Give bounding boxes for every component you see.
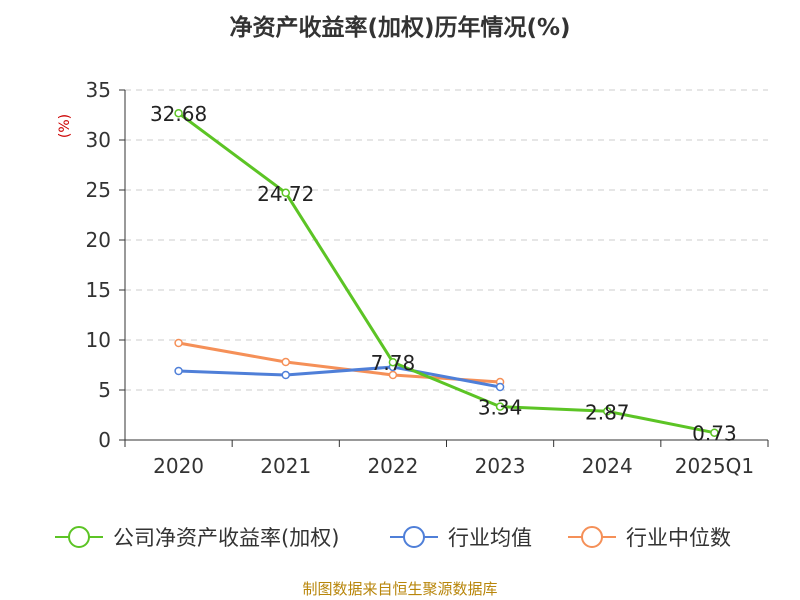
data-point-series-0 (174, 108, 183, 118)
data-point-series-2 (281, 357, 290, 367)
legend-marker (403, 526, 425, 548)
data-point-series-1 (495, 382, 505, 392)
data-point-series-0 (603, 407, 612, 416)
legend-label: 公司净资产收益率(加权) (113, 526, 339, 550)
legend-marker (68, 526, 90, 548)
y-tick-label: 0 (98, 428, 111, 452)
series-line-0 (177, 111, 715, 435)
data-label: 3.34 (478, 396, 523, 420)
legend-label: 行业均值 (448, 526, 532, 550)
data-point-series-2 (388, 370, 398, 380)
data-label: 2.87 (585, 400, 630, 424)
y-tick-label: 10 (86, 328, 111, 352)
legend-label: 行业中位数 (626, 526, 731, 550)
x-tick-label: 2021 (260, 454, 311, 478)
y-axis-label: (%) (57, 114, 73, 138)
y-tick-label: 20 (86, 228, 111, 252)
data-point-series-0 (710, 428, 719, 437)
y-tick-label: 15 (86, 278, 111, 302)
x-tick-label: 2024 (582, 454, 633, 478)
x-tick-label: 2025Q1 (675, 454, 754, 478)
x-tick-label: 2022 (367, 454, 418, 478)
y-tick-label: 30 (86, 128, 111, 152)
series-line-1 (178, 365, 501, 389)
y-tick-label: 25 (86, 178, 111, 202)
data-label: 7.78 (371, 351, 416, 375)
legend-marker (581, 526, 603, 548)
data-point-series-0 (388, 357, 398, 367)
footer-source: 制图数据来自恒生聚源数据库 (302, 580, 498, 598)
y-tick-label: 5 (98, 378, 111, 402)
chart-title: 净资产收益率(加权)历年情况(%) (229, 15, 571, 41)
data-label: 0.73 (692, 422, 737, 446)
x-tick-label: 2020 (153, 454, 204, 478)
y-tick-label: 35 (86, 78, 111, 102)
series-line-2 (178, 341, 501, 384)
data-point-series-0 (281, 188, 290, 198)
x-tick-label: 2023 (475, 454, 526, 478)
data-point-series-1 (174, 366, 183, 376)
data-label: 24.72 (257, 182, 314, 206)
data-point-series-1 (281, 370, 290, 380)
data-point-series-0 (495, 402, 505, 411)
data-point-series-2 (174, 338, 183, 348)
data-label: 32.68 (150, 102, 207, 126)
